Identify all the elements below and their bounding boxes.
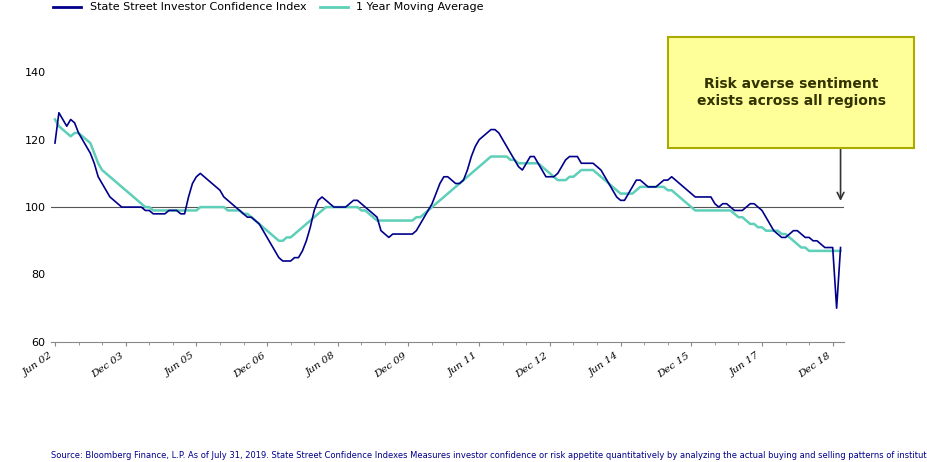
- Text: Source: Bloomberg Finance, L.P. As of July 31, 2019. State Street Confidence Ind: Source: Bloomberg Finance, L.P. As of Ju…: [51, 451, 927, 460]
- Legend: State Street Investor Confidence Index, 1 Year Moving Average: State Street Investor Confidence Index, …: [48, 0, 488, 17]
- Text: Risk averse sentiment
exists across all regions: Risk averse sentiment exists across all …: [696, 77, 884, 108]
